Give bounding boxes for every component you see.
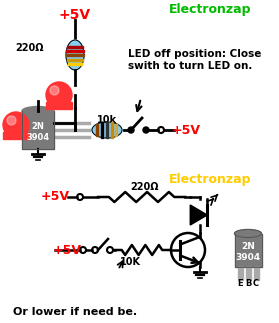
Text: 10k: 10k [97,115,117,125]
Text: 2N
3904: 2N 3904 [235,242,261,262]
Text: +5V: +5V [172,123,201,137]
Text: +5V: +5V [59,8,91,22]
Circle shape [143,127,149,133]
Circle shape [128,127,134,133]
Bar [101,122,103,138]
Bar [235,234,261,266]
Text: LED off position: Close
swith to turn LED on.: LED off position: Close swith to turn LE… [128,49,262,71]
Text: B: B [245,278,251,287]
Bar [66,50,84,52]
Text: Or lower if need be.: Or lower if need be. [13,307,137,317]
Text: +5V: +5V [40,191,69,203]
Ellipse shape [3,112,29,138]
Ellipse shape [46,82,72,108]
Bar [237,266,242,279]
Text: Electronzap: Electronzap [169,173,251,186]
Bar [66,54,84,56]
Bar [68,63,82,65]
Bar [66,59,83,61]
Polygon shape [190,205,207,225]
Bar [68,46,83,48]
Ellipse shape [66,40,84,70]
Text: 220Ω: 220Ω [16,43,44,53]
Ellipse shape [22,107,54,116]
Text: 2N
3904: 2N 3904 [27,122,50,142]
Text: Electronzap: Electronzap [169,4,251,16]
Bar [3,131,29,139]
Ellipse shape [50,86,59,95]
Bar [106,122,108,138]
Ellipse shape [235,230,261,237]
Bar [46,101,72,109]
Bar [22,111,54,149]
Text: E: E [237,278,243,287]
Text: 10K: 10K [119,257,141,267]
Ellipse shape [7,116,16,125]
Text: C: C [253,278,259,287]
Bar [96,124,98,136]
Text: 220Ω: 220Ω [130,182,158,192]
Bar [254,266,259,279]
Ellipse shape [92,122,122,138]
Bar [115,124,117,136]
Bar [246,266,251,279]
Text: +5V: +5V [52,244,81,256]
Bar [111,122,113,138]
